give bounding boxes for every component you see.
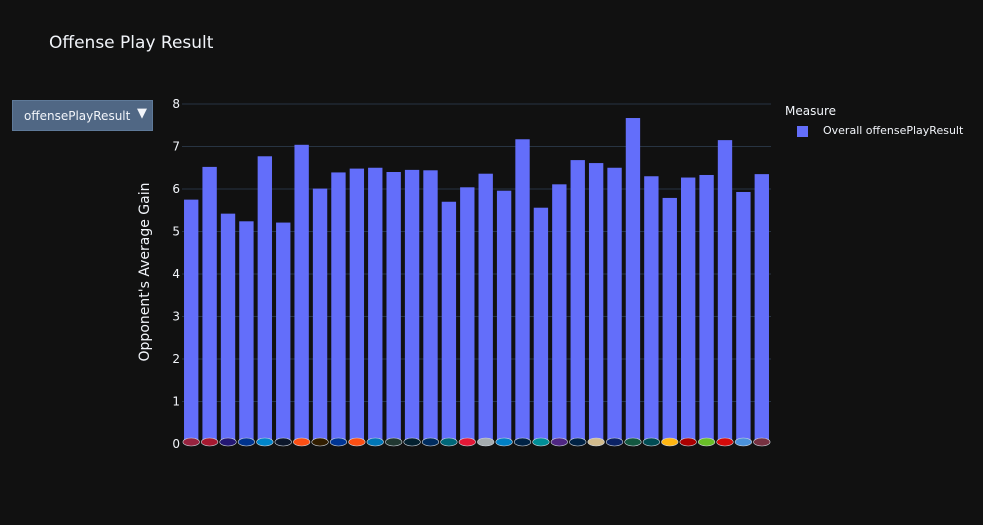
y-tick-label: 4 (172, 267, 180, 281)
team-logo-icon (421, 437, 440, 447)
bar[interactable] (699, 174, 714, 445)
y-axis-label: Opponent's Average Gain (137, 183, 153, 362)
bar[interactable] (754, 174, 769, 445)
bar[interactable] (552, 184, 567, 444)
y-tick-label: 6 (172, 182, 180, 196)
team-logo-icon (513, 437, 532, 447)
team-logo-icon (624, 437, 642, 447)
bar[interactable] (515, 139, 530, 444)
bar[interactable] (625, 118, 641, 445)
team-logo-icon (440, 437, 458, 447)
legend-swatch (797, 126, 808, 137)
measure-dropdown[interactable]: offensePlayResult ▼ (12, 100, 153, 131)
team-logo-icon (532, 437, 550, 447)
team-logo-icon (311, 437, 329, 447)
team-logo-icon (293, 437, 311, 447)
team-logo-icon (679, 437, 697, 447)
bar[interactable] (276, 222, 291, 444)
y-tick-label: 5 (172, 225, 180, 239)
team-logo-icon (661, 437, 679, 447)
bar[interactable] (478, 173, 493, 444)
bar[interactable] (644, 176, 659, 444)
legend-label: Overall offensePlayResult (823, 124, 964, 137)
chart-title: Offense Play Result (49, 33, 214, 53)
team-logo-icon (219, 437, 237, 447)
team-logo-icon (550, 437, 568, 447)
bar[interactable] (680, 177, 696, 444)
bar[interactable] (736, 191, 751, 444)
team-logo-icon (458, 437, 476, 447)
bar[interactable] (386, 172, 401, 444)
bar[interactable] (496, 190, 512, 444)
team-logo-icon (753, 437, 771, 447)
bar[interactable] (239, 221, 254, 444)
team-logo-icon (366, 437, 384, 447)
team-logo-icon (329, 437, 348, 447)
y-tick-label: 1 (172, 395, 180, 409)
bar[interactable] (184, 199, 199, 445)
bar[interactable] (607, 167, 622, 444)
team-logo-icon (182, 437, 200, 447)
dropdown-selected-value: offensePlayResult (24, 109, 131, 123)
team-logo-icon (569, 437, 587, 447)
team-logo-icon (642, 437, 660, 447)
bar[interactable] (423, 170, 438, 445)
legend-title: Measure (785, 104, 836, 118)
team-logo-row (182, 437, 771, 447)
team-logo-icon (587, 437, 605, 447)
team-logo-icon (403, 437, 421, 447)
bar[interactable] (368, 167, 383, 444)
team-logo-icon (477, 437, 495, 447)
y-tick-label: 8 (172, 97, 180, 111)
team-logo-icon (201, 437, 219, 447)
bar[interactable] (220, 213, 236, 444)
bars (184, 118, 769, 445)
team-logo-icon (734, 437, 752, 447)
team-logo-icon (348, 437, 366, 447)
legend-item[interactable]: Overall offensePlayResult (785, 123, 963, 141)
team-logo-icon (274, 437, 292, 447)
team-logo-icon (237, 437, 255, 447)
team-logo-icon (495, 437, 513, 447)
legend: Measure Overall offensePlayResult (785, 104, 963, 141)
bar[interactable] (533, 207, 549, 444)
team-logo-icon (605, 437, 624, 447)
bar[interactable] (294, 144, 309, 445)
y-tick-label: 7 (172, 140, 180, 154)
bar[interactable] (570, 160, 585, 444)
team-logo-icon (385, 437, 403, 447)
bar[interactable] (331, 172, 346, 444)
bar[interactable] (404, 169, 420, 445)
triangle-down-icon: ▼ (137, 106, 147, 121)
bar[interactable] (202, 166, 217, 444)
bar[interactable] (717, 140, 733, 445)
team-logo-icon (716, 437, 734, 447)
team-logo-icon (256, 437, 274, 447)
team-logo-icon (697, 437, 716, 447)
bar[interactable] (588, 163, 604, 444)
bar[interactable] (349, 168, 365, 444)
bar[interactable] (257, 156, 273, 444)
y-tick-labels: 0 1 2 3 4 5 6 7 8 (172, 97, 180, 451)
bar[interactable] (460, 187, 475, 445)
y-tick-label: 2 (172, 352, 180, 366)
bar[interactable] (662, 197, 677, 444)
bar[interactable] (441, 201, 457, 444)
y-tick-label: 0 (172, 437, 180, 451)
bar[interactable] (312, 188, 328, 444)
y-tick-label: 3 (172, 310, 180, 324)
